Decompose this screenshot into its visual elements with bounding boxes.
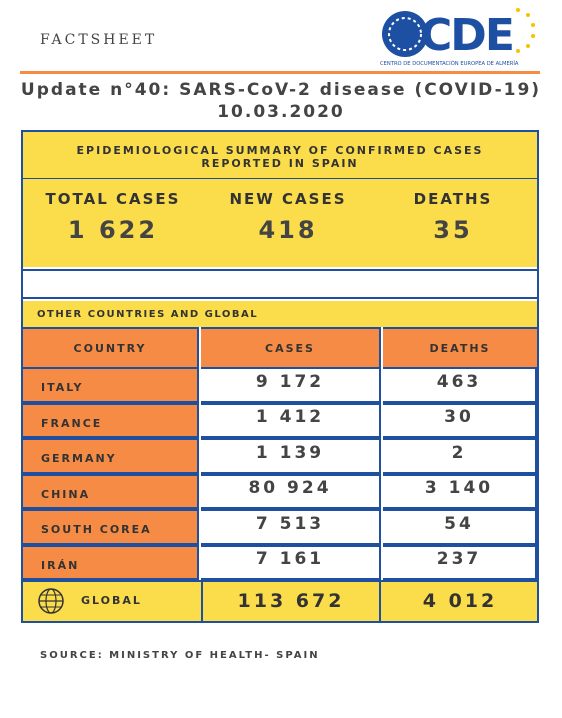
value-cell: 237 [383,544,537,580]
summary-value: 35 [433,216,473,244]
summary-value: 1 622 [67,216,159,244]
global-label: GLOBAL [37,580,207,621]
logo-stars [516,8,535,53]
value-cell: 80 924 [201,473,381,509]
summary-heading: EPIDEMIOLOGICAL SUMMARY OF CONFIRMED CAS… [23,144,537,170]
summary-heading-line: EPIDEMIOLOGICAL SUMMARY OF CONFIRMED CAS… [76,144,484,157]
global-value: 4 012 [422,589,498,612]
value-cell: 7 161 [201,544,381,580]
logo: CDE CENTRO DE DOCUMENTACIÓN EUROPEA DE A… [380,8,535,67]
country-cell: CHINA [23,473,199,509]
country-cell: SOUTH COREA [23,509,199,545]
column-header: COUNTRY [23,327,199,367]
value-cell: 7 513 [201,509,381,545]
column-header: CASES [201,327,381,367]
value-cell: 30 [383,402,537,438]
date: 10.03.2020 [217,102,345,122]
global-value: 113 672 [201,580,381,621]
value-cell: 9 172 [201,367,381,403]
summary-value: 418 [258,216,318,244]
summary-panel [23,132,537,267]
country-cell: IRÁN [23,544,199,580]
summary-heading-line: REPORTED IN SPAIN [201,157,359,170]
summary-column-label: NEW CASES [229,190,347,208]
value-cell: 2 [383,438,537,474]
summary-column-label: DEATHS [413,190,493,208]
country-cell: ITALY [23,367,199,403]
source: SOURCE: MINISTRY OF HEALTH- SPAIN [40,650,320,661]
column-header: DEATHS [383,327,537,367]
summary-rule [23,178,537,179]
global-row [23,580,537,621]
value-cell: 1 139 [201,438,381,474]
logo-emblem-ring [388,17,422,51]
logo-text: CDE [420,10,513,61]
factsheet-label: FACTSHEET [40,32,158,48]
globe-icon [38,587,64,614]
value-cell: 1 412 [201,402,381,438]
table-frame: EPIDEMIOLOGICAL SUMMARY OF CONFIRMED CAS… [21,130,539,623]
value-cell: 54 [383,509,537,545]
title: Update n°40: SARS-CoV-2 disease (COVID-1… [20,80,542,100]
divider [20,71,540,74]
summary-column-label: TOTAL CASES [45,190,181,208]
global-text: GLOBAL [81,594,142,607]
spacer-row [23,269,537,299]
logo-subtitle: CENTRO DE DOCUMENTACIÓN EUROPEA DE ALMER… [380,60,519,67]
value-cell: 3 140 [383,473,537,509]
country-cell: FRANCE [23,402,199,438]
value-cell: 463 [383,367,537,403]
section-label: OTHER COUNTRIES AND GLOBAL [23,301,537,327]
country-cell: GERMANY [23,438,199,474]
